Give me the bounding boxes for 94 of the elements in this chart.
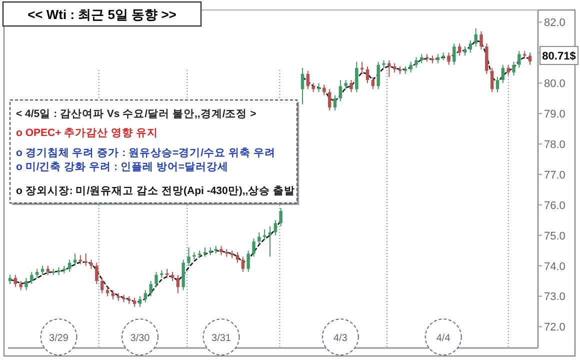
candlestick (480, 30, 483, 50)
candlestick (528, 52, 532, 66)
y-tick-label: 76.0 (544, 200, 566, 212)
x-tick-label: 4/3 (333, 333, 348, 344)
candlestick (46, 265, 50, 276)
candlestick (436, 54, 440, 64)
candlestick (458, 42, 462, 56)
candlestick (474, 28, 478, 48)
candlestick (203, 247, 207, 258)
candlestick (68, 259, 72, 272)
candlestick (506, 64, 510, 76)
candlestick (420, 54, 424, 64)
candlestick (35, 268, 39, 278)
candlestick (312, 82, 315, 93)
candlestick (95, 262, 98, 285)
candlestick (328, 88, 332, 111)
candlestick (154, 271, 158, 288)
x-tick-label: 4/4 (436, 333, 451, 344)
y-tick-label: 78.0 (544, 138, 566, 151)
candlestick (106, 286, 110, 297)
candlestick (252, 238, 256, 258)
candlestick (73, 253, 77, 266)
x-tick-label: 3/31 (212, 333, 232, 344)
y-tick-label: 72.0 (544, 322, 566, 334)
candlestick (317, 82, 320, 93)
candlestick (40, 265, 44, 276)
candlestick (132, 297, 136, 308)
candlestick (149, 280, 152, 297)
candlestick (100, 277, 104, 294)
candlestick (78, 254, 82, 265)
annotation: o 경기침체 우려 증가 : 원유상승=경기/수요 위축 우려 (16, 147, 276, 159)
candlestick (468, 40, 472, 54)
y-tick-label: 82.0 (544, 17, 566, 30)
candlestick (165, 268, 169, 278)
candlestick (360, 61, 364, 74)
candlestick (355, 61, 358, 93)
text: 80.71$ (542, 50, 576, 62)
annotation: o OPEC+ 추가감산 영향 유지 (16, 127, 158, 139)
candlestick (501, 64, 505, 84)
candlestick (279, 207, 282, 227)
candlestick (463, 46, 467, 56)
candlestick (306, 70, 310, 90)
annotation: o 장외시장: 미/원유재고 감소 전망(Api -430만),,상승 출발 (16, 185, 296, 197)
y-tick-label: 73.0 (544, 291, 566, 304)
candlestick (246, 250, 250, 272)
candlestick (452, 42, 456, 66)
candlestick (322, 84, 326, 96)
candlestick (344, 80, 348, 90)
candlestick (24, 277, 28, 291)
candlestick (14, 274, 18, 288)
candlestick (518, 50, 521, 68)
chart-title: << Wti : 최근 5일 동향 >> (28, 7, 177, 22)
candlestick (111, 290, 115, 300)
candlestick (30, 271, 34, 285)
annotation: o 미/긴축 강화 우려 : 인플레 방어=달러강세 (16, 161, 228, 173)
candlestick (490, 67, 494, 93)
annotation: < 4/5일 : 감산여파 Vs 수요/달러 불안,,경계/조정 > (16, 108, 256, 120)
candlestick (366, 66, 370, 84)
candlestick (409, 61, 412, 73)
candlestick (376, 61, 380, 90)
candlestick (258, 232, 261, 245)
y-tick-label: 74.0 (544, 260, 566, 273)
y-tick-label: 77.0 (544, 169, 566, 182)
candlestick (241, 256, 245, 272)
candlestick (392, 62, 396, 73)
candlestick (138, 296, 142, 308)
candlestick (90, 259, 93, 270)
candlestick (187, 247, 190, 266)
candlestick (262, 228, 266, 240)
candlestick (8, 274, 12, 285)
candlestick (414, 56, 418, 68)
x-tick-label: 3/30 (130, 333, 150, 344)
candlestick (447, 52, 450, 66)
candlestick (388, 60, 391, 78)
x-tick-label: 3/29 (49, 333, 69, 344)
candlestick (300, 67, 304, 105)
candlestick (176, 274, 180, 294)
candlestick (350, 80, 353, 93)
candlestick (19, 280, 22, 291)
candlestick (170, 271, 174, 282)
candlestick (274, 220, 278, 236)
candlestick (268, 226, 272, 258)
candlestick (496, 76, 500, 93)
candlestick (333, 94, 337, 111)
candlestick (236, 252, 240, 264)
candlestick (338, 80, 342, 102)
candlestick (512, 61, 516, 76)
candlestick (220, 245, 223, 256)
candlestick (84, 253, 88, 266)
y-tick-label: 79.0 (544, 108, 566, 121)
y-tick-label: 80.0 (544, 78, 566, 90)
candlestick (371, 76, 375, 90)
y-tick-label: 75.0 (544, 230, 566, 242)
candlestick (144, 290, 148, 303)
